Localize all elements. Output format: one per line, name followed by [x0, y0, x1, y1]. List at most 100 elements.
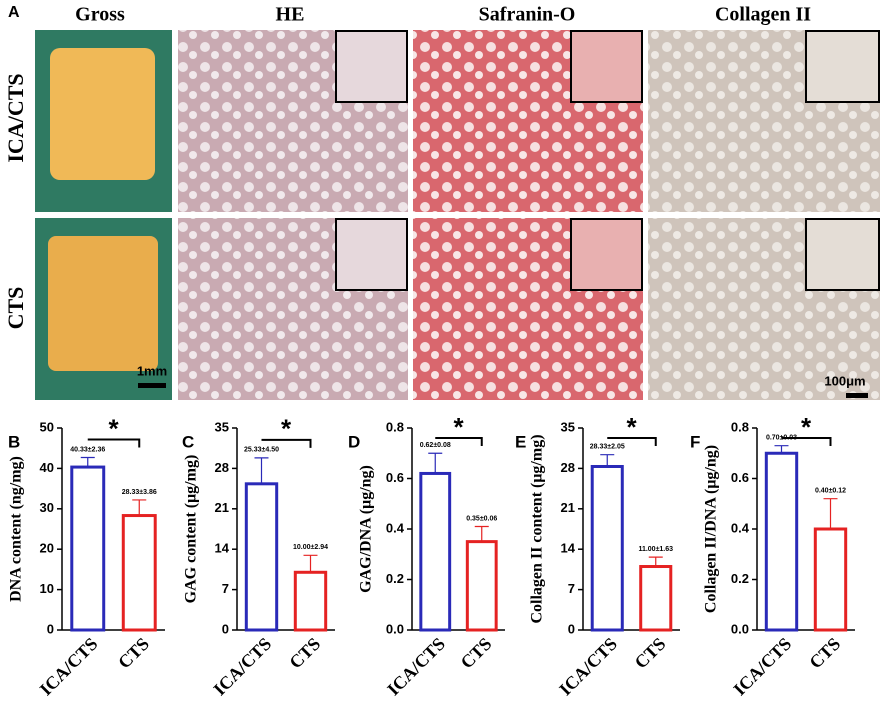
y-tick-label: 28: [215, 460, 229, 475]
category-label: ICA/CTS: [36, 634, 102, 700]
y-tick-label: 35: [215, 419, 229, 434]
y-tick-label: 14: [215, 541, 230, 556]
value-label: 0.35±0.06: [466, 515, 497, 522]
significance-bracket: [261, 438, 312, 448]
significance: *: [453, 412, 464, 442]
column-label: Safranin-O: [479, 4, 576, 26]
y-tick-label: 35: [561, 419, 575, 434]
row-label: CTS: [3, 287, 28, 330]
panel-label: C: [182, 432, 194, 451]
category-label: CTS: [631, 634, 670, 673]
error-bar: [600, 454, 615, 467]
scale-bar: [138, 383, 166, 388]
significance-bracket: [435, 437, 483, 446]
bar: [121, 514, 157, 632]
category-label: CTS: [114, 634, 153, 673]
y-axis-label: Collagen II/DNA (μg/ng): [703, 445, 720, 613]
panel-label: F: [690, 432, 700, 451]
bar: [419, 471, 452, 632]
y-tick-label: 7: [222, 581, 229, 596]
y-axis-label: GAG content (μg/mg): [183, 455, 200, 604]
bar: [293, 570, 328, 632]
y-tick-label: 0.0: [731, 621, 749, 636]
y-tick-label: 0.6: [731, 470, 749, 485]
row-label: ICA/CTS: [3, 73, 28, 162]
bar: [70, 465, 106, 632]
y-axis-label: GAG/DNA (μg/ng): [358, 465, 375, 593]
y-tick-label: 0: [222, 621, 229, 636]
y-tick-label: 14: [561, 541, 576, 556]
value-label: 28.33±3.86: [122, 489, 157, 496]
y-tick-label: 21: [215, 500, 229, 515]
bar: [244, 482, 279, 632]
error-bar: [254, 457, 269, 484]
y-tick-label: 28: [561, 460, 575, 475]
bar: [639, 565, 673, 632]
y-tick-label: 10: [40, 581, 54, 596]
bar: [813, 527, 848, 632]
scale-label: 100μm: [824, 373, 865, 388]
y-tick-label: 40: [40, 460, 54, 475]
category-label: CTS: [285, 634, 324, 673]
value-label: 28.33±2.05: [590, 444, 625, 451]
category-label: CTS: [805, 634, 844, 673]
scaffold: [50, 48, 155, 180]
insets: [335, 30, 880, 291]
value-label: 11.00±1.63: [638, 546, 673, 553]
significance: *: [626, 412, 637, 442]
panel-label: B: [8, 432, 20, 451]
significance-bracket: [607, 437, 657, 446]
category-label: ICA/CTS: [383, 634, 449, 700]
value-label: 0.62±0.08: [420, 442, 451, 449]
scale-label: 1mm: [137, 363, 167, 378]
panel-label: E: [515, 432, 526, 451]
significance-bracket: [781, 437, 832, 446]
y-tick-label: 7: [568, 581, 575, 596]
y-tick-label: 0.2: [731, 571, 749, 586]
error-bar: [474, 525, 489, 542]
value-label: 40.33±2.36: [70, 446, 105, 453]
column-label: HE: [276, 4, 305, 26]
value-label: 25.33±4.50: [244, 447, 279, 454]
category-label: ICA/CTS: [729, 634, 795, 700]
y-tick-label: 50: [40, 419, 54, 434]
y-axis-label: DNA content (ng/mg): [8, 456, 25, 602]
error-bar: [428, 452, 443, 474]
bar: [590, 464, 624, 632]
category-label: ICA/CTS: [209, 634, 275, 700]
category-label: ICA/CTS: [555, 634, 621, 700]
column-label: Gross: [75, 4, 125, 26]
y-tick-label: 0: [47, 621, 54, 636]
value-label: 10.00±2.94: [293, 544, 328, 551]
error-bar: [80, 456, 95, 468]
y-tick-label: 21: [561, 500, 575, 515]
scaffold: [48, 236, 158, 371]
significance: *: [281, 414, 292, 444]
significance: *: [801, 412, 812, 442]
category-label: CTS: [457, 634, 496, 673]
significance-bracket: [87, 438, 141, 448]
y-tick-label: 0.8: [386, 419, 404, 434]
bar: [764, 451, 799, 632]
bar: [465, 540, 498, 632]
value-label: 0.40±0.12: [815, 488, 846, 495]
y-tick-label: 0.4: [386, 520, 405, 535]
y-tick-label: 0.6: [386, 470, 404, 485]
y-tick-label: 0.4: [731, 520, 750, 535]
y-tick-label: 30: [40, 500, 54, 515]
significance: *: [108, 413, 119, 443]
y-tick-label: 0.8: [731, 419, 749, 434]
panel-label: D: [348, 432, 360, 451]
scale-bar: [846, 393, 868, 398]
error-bar: [132, 499, 147, 516]
y-tick-label: 0.0: [386, 621, 404, 636]
error-bar: [303, 554, 318, 573]
error-bar: [774, 445, 789, 454]
y-axis-label: Collagen II content (μg/mg): [529, 434, 546, 623]
y-tick-label: 0.2: [386, 571, 404, 586]
error-bar: [648, 556, 663, 567]
panel-label: A: [8, 4, 20, 21]
y-tick-label: 0: [568, 621, 575, 636]
error-bar: [823, 498, 838, 529]
